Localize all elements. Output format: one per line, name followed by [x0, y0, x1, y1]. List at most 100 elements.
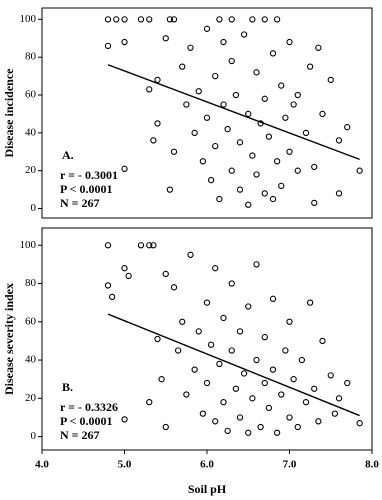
y-axis-label: Disease incidence: [2, 68, 16, 158]
point: [232, 385, 240, 392]
point: [249, 152, 256, 159]
point: [121, 416, 128, 423]
point: [311, 385, 318, 392]
point: [245, 303, 252, 310]
point: [108, 293, 116, 301]
point: [294, 167, 301, 174]
point: [253, 261, 260, 268]
point: [335, 137, 343, 144]
y-tick-label: 0: [31, 430, 37, 442]
point: [154, 76, 161, 84]
point: [253, 69, 260, 76]
point: [121, 165, 128, 172]
point: [335, 190, 343, 197]
point: [286, 148, 293, 155]
point: [150, 242, 157, 249]
point: [261, 190, 268, 197]
annotation: P < 0.0001: [60, 182, 113, 196]
point: [356, 167, 363, 174]
point: [203, 299, 211, 306]
y-tick-label: 100: [20, 13, 37, 25]
point: [150, 137, 157, 144]
point: [220, 399, 227, 406]
point: [311, 199, 318, 207]
point: [199, 410, 207, 417]
point: [183, 101, 190, 108]
point: [228, 347, 235, 354]
x-tick-label: 7.0: [283, 459, 297, 471]
point: [154, 120, 161, 127]
point: [245, 201, 252, 208]
annotation: N = 267: [60, 428, 100, 442]
point: [273, 158, 281, 165]
point: [344, 379, 351, 387]
point: [319, 337, 326, 345]
point: [179, 63, 186, 70]
point: [137, 16, 145, 23]
point: [191, 129, 198, 137]
point: [199, 158, 207, 165]
point: [257, 423, 264, 431]
point: [224, 427, 231, 435]
point: [265, 404, 273, 412]
point: [236, 414, 244, 421]
point: [203, 25, 211, 32]
x-tick-label: 8.0: [365, 459, 379, 471]
point: [290, 101, 297, 108]
point: [228, 57, 235, 65]
point: [236, 139, 244, 146]
point: [121, 38, 128, 46]
point: [212, 418, 219, 425]
y-tick-label: 40: [25, 354, 37, 366]
point: [240, 31, 248, 38]
y-tick-label: 20: [25, 164, 37, 176]
point: [121, 16, 128, 23]
y-tick-label: 60: [25, 89, 37, 101]
point: [327, 372, 334, 379]
point: [220, 314, 227, 322]
point: [269, 366, 277, 373]
point: [104, 242, 112, 249]
point: [249, 395, 256, 402]
point: [286, 38, 293, 46]
point: [212, 142, 219, 150]
x-tick-label: 5.0: [118, 459, 132, 471]
regression-line: [107, 313, 360, 417]
point: [278, 182, 285, 189]
point: [306, 299, 314, 306]
point: [236, 186, 244, 193]
y-tick-label: 80: [25, 51, 37, 63]
y-tick-label: 40: [25, 126, 37, 138]
point: [125, 272, 132, 279]
point: [344, 124, 351, 131]
point: [170, 148, 178, 155]
point: [302, 399, 310, 406]
point: [162, 35, 169, 42]
y-axis-label: Disease severity index: [2, 283, 16, 395]
point: [170, 284, 178, 291]
point: [245, 429, 252, 436]
point: [187, 44, 194, 51]
y-tick-label: 20: [25, 392, 37, 404]
point: [315, 418, 322, 425]
point: [236, 328, 244, 335]
point: [187, 251, 194, 258]
x-axis-label: Soil pH: [188, 482, 227, 496]
x-tick-label: 6.0: [200, 459, 214, 471]
point: [319, 110, 326, 118]
point: [146, 16, 153, 23]
point: [162, 270, 169, 278]
point: [224, 125, 231, 133]
plot-frame: [41, 7, 373, 219]
point: [220, 38, 227, 46]
point: [298, 356, 306, 364]
point: [166, 16, 174, 23]
point: [195, 328, 202, 335]
x-tick-label: 4.0: [35, 459, 49, 471]
point: [113, 16, 120, 23]
point: [216, 360, 223, 368]
point: [146, 242, 153, 249]
annotation: r = - 0.3001: [60, 168, 118, 182]
y-tick-label: 80: [25, 277, 37, 289]
point: [216, 16, 223, 23]
